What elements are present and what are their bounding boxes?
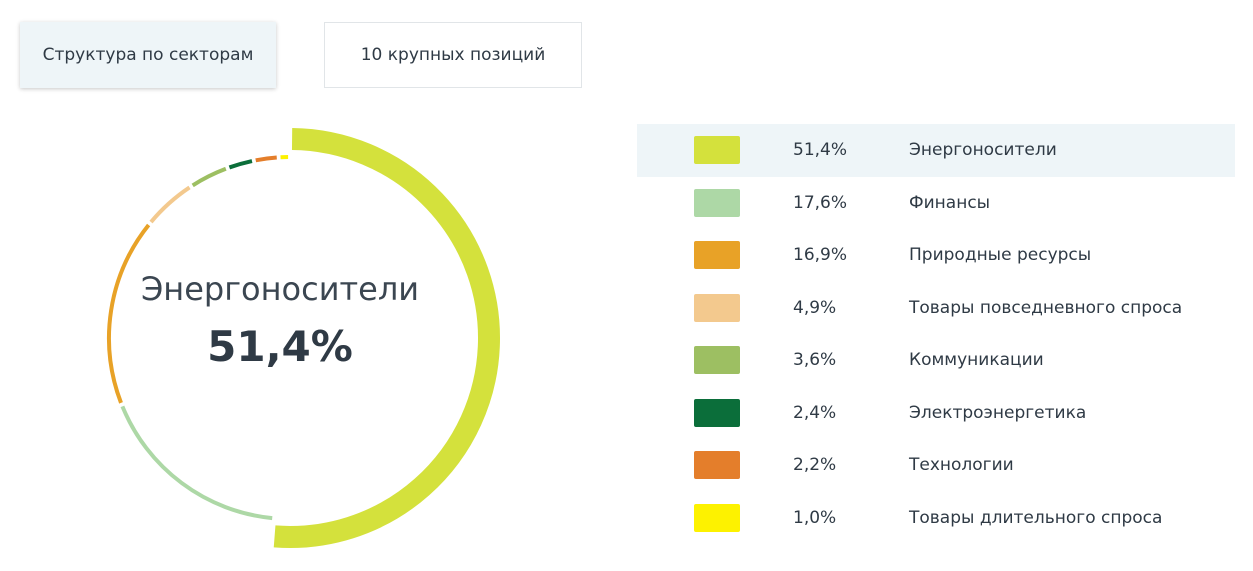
donut-slice-0[interactable] <box>273 128 500 548</box>
legend-swatch <box>694 293 740 322</box>
legend-percent: 51,4% <box>793 140 848 161</box>
legend-swatch <box>694 188 740 217</box>
legend-label: Товары повседневного спроса <box>909 297 1183 318</box>
tab-top-10-positions-label: 10 крупных позиций <box>360 45 546 65</box>
legend-label: Финансы <box>909 192 991 213</box>
donut-center-value: 51,4% <box>207 322 353 371</box>
sector-donut-chart <box>107 128 500 548</box>
legend-percent: 4,9% <box>793 297 837 318</box>
legend-percent: 2,4% <box>793 402 837 423</box>
legend-row[interactable]: 3,6% Коммуникации <box>637 334 1235 387</box>
donut-slice-1[interactable] <box>120 405 273 521</box>
legend-percent: 16,9% <box>793 245 848 266</box>
legend-percent: 1,0% <box>793 507 837 528</box>
legend-row[interactable]: 17,6% Финансы <box>637 177 1235 230</box>
tab-top-10-positions[interactable]: 10 крупных позиций <box>324 22 582 88</box>
legend-percent: 2,2% <box>793 455 837 476</box>
donut-slice-2[interactable] <box>107 223 151 404</box>
legend-label: Природные ресурсы <box>909 245 1092 266</box>
donut-slice-6[interactable] <box>255 155 277 163</box>
legend-percent: 17,6% <box>793 192 848 213</box>
legend-label: Коммуникации <box>909 350 1044 371</box>
legend-label: Технологии <box>909 455 1014 476</box>
tab-sector-structure-label: Структура по секторам <box>42 45 254 65</box>
legend-swatch <box>694 241 740 270</box>
sector-legend: 51,4% Энергоносители 17,6% Финансы 16,9% Прир… <box>637 124 1235 544</box>
donut-slice-5[interactable] <box>228 159 253 170</box>
legend-row[interactable]: 51,4% Энергоносители <box>637 124 1235 177</box>
legend-row[interactable]: 1,0% Товары длительного спроса <box>637 492 1235 545</box>
donut-center-label: Энергоносители <box>140 270 420 308</box>
legend-swatch <box>694 503 740 532</box>
tab-sector-structure[interactable]: Структура по секторам <box>20 22 276 88</box>
donut-slice-4[interactable] <box>191 166 227 188</box>
donut-slice-3[interactable] <box>149 185 191 224</box>
legend-percent: 3,6% <box>793 350 837 371</box>
legend-swatch <box>694 346 740 375</box>
legend-label: Товары длительного спроса <box>909 507 1163 528</box>
legend-row[interactable]: 4,9% Товары повседневного спроса <box>637 282 1235 335</box>
legend-label: Электроэнергетика <box>909 402 1087 423</box>
legend-row[interactable]: 16,9% Природные ресурсы <box>637 229 1235 282</box>
legend-swatch <box>694 136 740 165</box>
legend-swatch <box>694 398 740 427</box>
legend-swatch <box>694 451 740 480</box>
legend-label: Энергоносители <box>909 140 1057 161</box>
legend-row[interactable]: 2,4% Электроэнергетика <box>637 387 1235 440</box>
legend-row[interactable]: 2,2% Технологии <box>637 439 1235 492</box>
